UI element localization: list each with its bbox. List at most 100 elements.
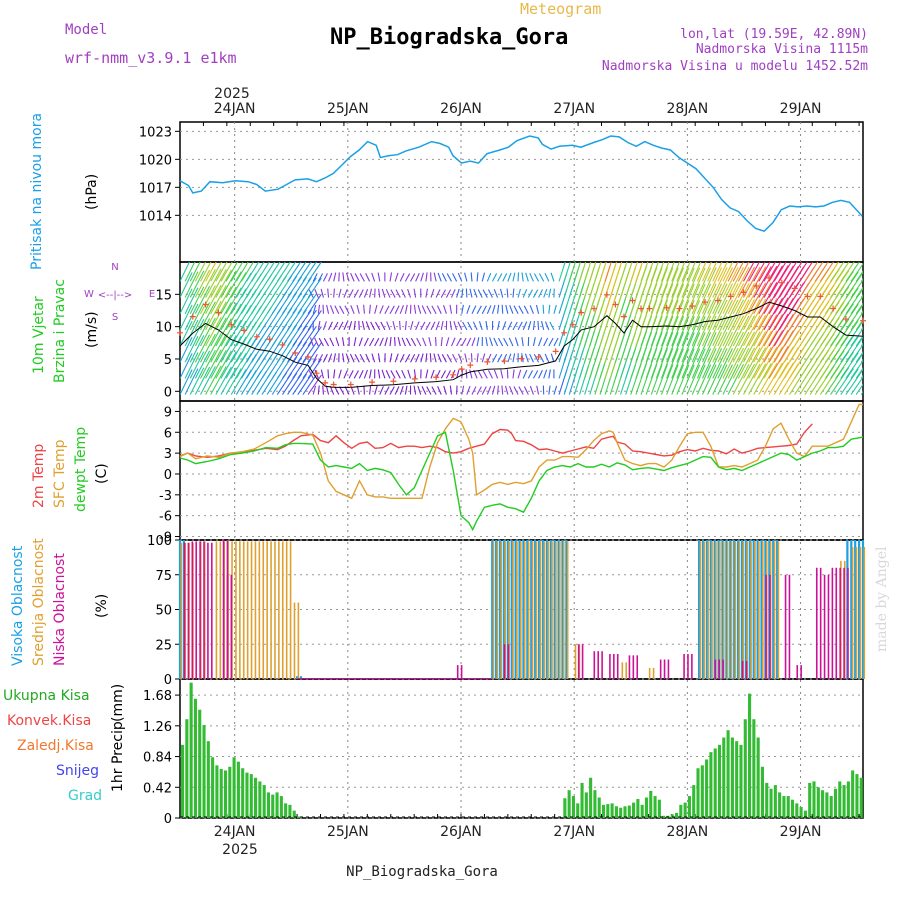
wind-barb (518, 289, 520, 298)
wind-barb (651, 332, 662, 362)
wind-barb (810, 253, 829, 281)
wind-barb (180, 305, 192, 330)
wind-barb (418, 386, 421, 395)
wind-barb (437, 306, 441, 314)
precip-bar (258, 781, 261, 818)
gust-marker (467, 362, 473, 368)
wind-barb (334, 369, 335, 378)
y-tick-label: 10 (155, 321, 172, 336)
wind-barb (340, 306, 344, 314)
legend-hail: Grad (68, 788, 102, 804)
wind-barb (350, 354, 354, 362)
wind-barb (329, 273, 332, 281)
wind-barb (364, 305, 365, 314)
wind-barb (359, 370, 363, 378)
wind-barb (468, 322, 472, 330)
precip-bar (593, 790, 596, 818)
wind-barb (446, 290, 450, 298)
precip-bar (834, 789, 837, 818)
gust-marker (369, 379, 375, 385)
wind-barb (438, 354, 441, 362)
gust-marker (459, 366, 465, 372)
precip-bar (851, 770, 854, 818)
wind-barb (656, 332, 667, 362)
wind-barb (185, 288, 198, 314)
wind-barb (519, 306, 523, 314)
wind-barb (336, 337, 339, 346)
wind-barb (825, 254, 844, 282)
wind-barb (861, 370, 878, 395)
precip-bar (245, 773, 248, 818)
wind-barb (580, 252, 589, 282)
precip-bar (263, 785, 266, 818)
bottom-date-label: 25JAN (327, 824, 369, 840)
bottom-date-label: 29JAN (780, 824, 822, 840)
wind-barb (382, 370, 385, 379)
y-tick-label: 1023 (139, 125, 172, 140)
precip-bar (722, 738, 725, 818)
precip-bar (254, 778, 257, 818)
wind-barb (391, 370, 395, 378)
wind-barb (343, 353, 344, 362)
wind-barb (492, 354, 496, 362)
wind-barb (458, 322, 462, 330)
precip-bar (782, 796, 785, 818)
wind-barb (447, 273, 451, 281)
wind-barb (528, 290, 532, 298)
wind-barb (646, 251, 657, 281)
wind-barb (185, 352, 198, 378)
precip-bar (821, 790, 824, 818)
precip-bar (727, 730, 730, 818)
wind-barb (774, 347, 793, 379)
wind-barb (672, 284, 684, 314)
cloud-unit-label: (%) (94, 594, 110, 618)
wind-barb (390, 387, 394, 395)
wind-barb (530, 354, 534, 362)
wind-barb (687, 284, 700, 314)
wind-barb (503, 273, 507, 281)
wind-barb (856, 354, 873, 379)
wind-barb (856, 257, 873, 282)
wind-barb (820, 253, 839, 281)
wind-barb (349, 321, 352, 330)
wind-barb (545, 273, 549, 281)
gust-marker (390, 378, 396, 384)
wind-barb (526, 273, 529, 282)
wind-barb (426, 289, 428, 298)
wind-barb (514, 306, 518, 314)
wind-barb (431, 289, 434, 298)
wind-barb (533, 337, 535, 346)
wind-barb (585, 251, 594, 281)
y-tick-label: 25 (155, 638, 172, 653)
y-tick-label: 1.68 (143, 689, 172, 704)
wind-barb (477, 337, 479, 346)
wind-barb (815, 253, 834, 281)
wind-barb (494, 289, 497, 297)
precip-bar (705, 759, 708, 818)
wind-barb (534, 273, 538, 281)
wind-barb (380, 386, 384, 394)
wind-barb (422, 306, 426, 314)
y-tick-label: 0.84 (143, 751, 172, 766)
precip-bar (735, 741, 738, 818)
temp2m-axis-label: 2m Temp (31, 444, 47, 508)
wind-barb (328, 369, 329, 378)
wind-barb (416, 322, 420, 330)
precip-bar (830, 796, 833, 818)
bottom-date-label: 28JAN (666, 824, 708, 840)
wind-barb (533, 321, 534, 330)
wind-barb (364, 370, 367, 378)
wind-barb (408, 370, 411, 379)
precip-bar (701, 765, 704, 818)
wind-barb (525, 354, 528, 363)
wind-barb (330, 305, 333, 313)
wind-barb (379, 289, 380, 298)
precip-bar (838, 781, 841, 818)
wind-barb (426, 353, 427, 362)
wind-barb (554, 338, 558, 346)
wind-barb (656, 300, 667, 330)
precip-bar (860, 778, 863, 818)
wind-barb (692, 365, 705, 395)
wind-barb (483, 290, 487, 298)
